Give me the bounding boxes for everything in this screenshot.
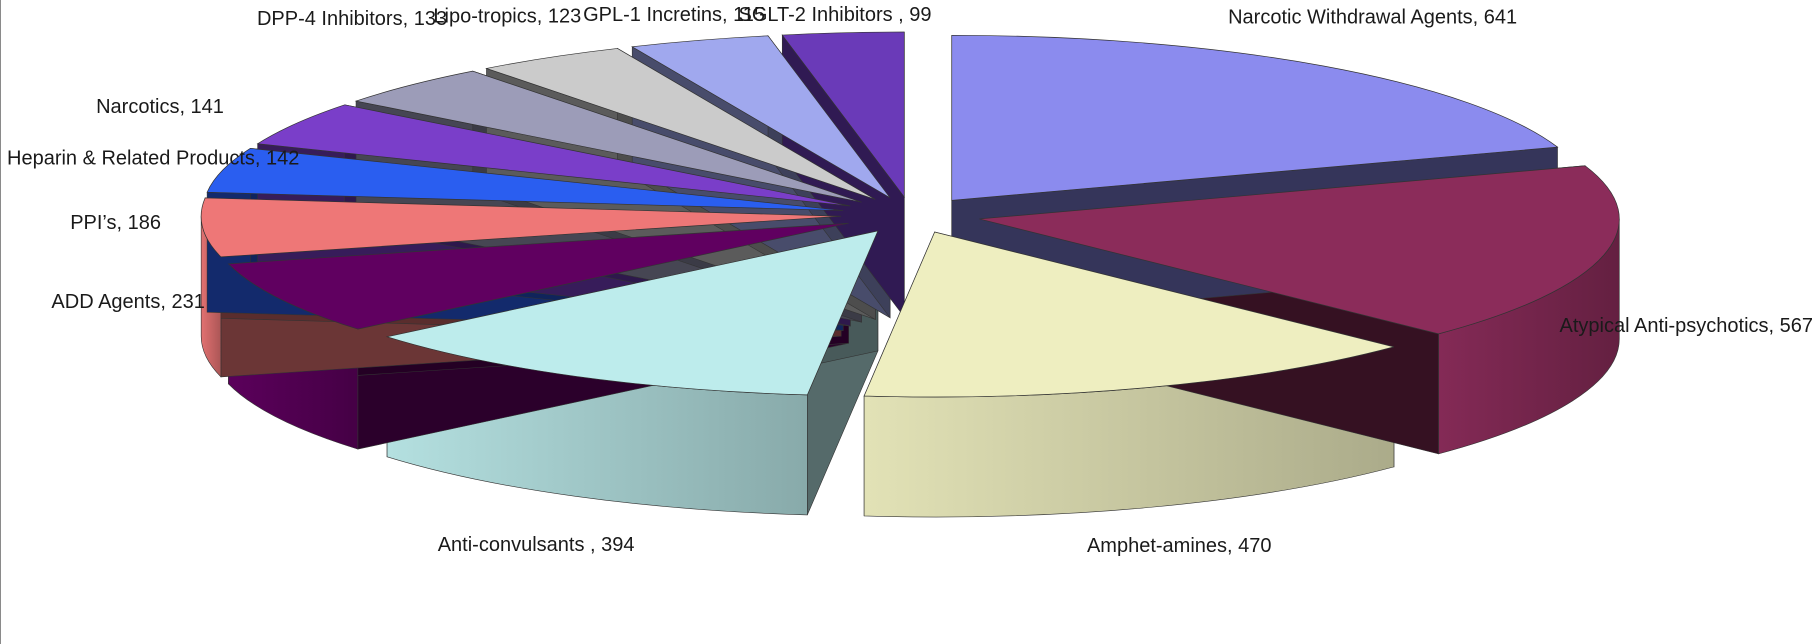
- slice-label-6: PPI’s, 186: [70, 212, 161, 234]
- slice-label-1: Narcotic Withdrawal Agents, 641: [1228, 6, 1517, 28]
- slice-1: [951, 34, 1559, 201]
- slice-5: [227, 222, 849, 330]
- slice-label-11: GPL-1 Incretins, 115: [583, 4, 765, 26]
- slice-2: [979, 165, 1620, 335]
- slice-label-9: DPP-4 Inhibitors, 133: [257, 8, 447, 30]
- slice-labels: Narcotic Withdrawal Agents, 641 Atypical …: [7, 4, 1813, 557]
- slice-8: [256, 104, 851, 207]
- slice-4: [385, 230, 879, 396]
- slice-10: [485, 48, 876, 200]
- slice-label-4: Anti-convulsants , 394: [438, 534, 635, 556]
- slice-label-8: Narcotics, 141: [96, 96, 224, 118]
- slice-9: [354, 70, 862, 203]
- slice-7: [206, 147, 844, 211]
- slice-label-5: ADD Agents, 231: [51, 291, 204, 313]
- slice-6: [200, 197, 842, 258]
- slice-label-7: Heparin & Related Products, 142: [7, 148, 299, 170]
- slice-12: [781, 31, 905, 199]
- slice-label-2: Atypical Anti-psychotics, 567: [1560, 315, 1813, 337]
- slice-label-10: Lipo-tropics, 123: [433, 5, 581, 27]
- slice-11: [631, 35, 891, 199]
- slice-label-12: SGLT-2 Inhibitors , 99: [738, 4, 931, 26]
- slice-label-3: Amphet-amines, 470: [1087, 535, 1272, 557]
- slice-3: [863, 231, 1395, 398]
- slice-tops: [200, 31, 1620, 398]
